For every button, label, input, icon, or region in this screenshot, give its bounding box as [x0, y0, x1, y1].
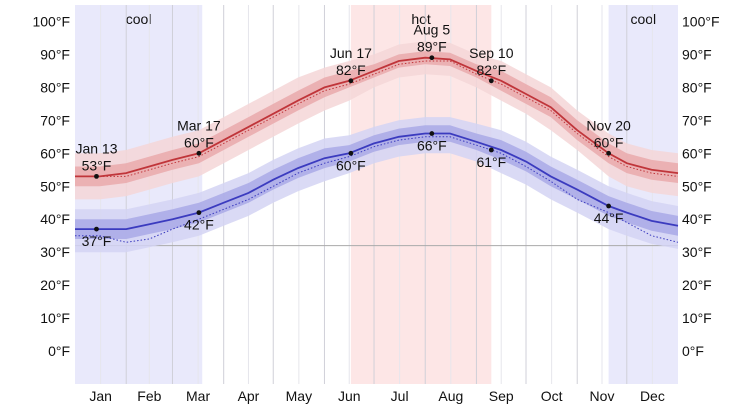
y-tick-label-right: 60°F: [682, 145, 712, 161]
annotation-temp: 37°F: [82, 233, 112, 249]
season-band-label: hot: [411, 11, 431, 27]
high-outer-band: [75, 41, 678, 200]
y-tick-label-left: 40°F: [40, 211, 70, 227]
x-month-label: Feb: [137, 388, 161, 404]
annotation-temp: 42°F: [184, 217, 214, 233]
y-tick-label-left: 100°F: [32, 13, 70, 29]
y-tick-label-right: 100°F: [682, 13, 720, 29]
y-tick-label-left: 80°F: [40, 79, 70, 95]
axes-layer: 0°F 0°F 10°F 10°F 20°F 20°F 30°F 30°F 40°F 40°F 50…: [32, 13, 719, 404]
annotation-date: Sep 10: [469, 45, 514, 61]
y-tick-label-left: 50°F: [40, 178, 70, 194]
x-month-label: Dec: [640, 388, 665, 404]
y-tick-label-left: 10°F: [40, 310, 70, 326]
series-layer: [75, 41, 679, 253]
x-month-label: Nov: [590, 388, 615, 404]
y-tick-label-right: 20°F: [682, 277, 712, 293]
annotation-date: Nov 20: [586, 117, 631, 133]
data-point-marker: [94, 226, 99, 232]
annotation-date: Aug 5: [414, 22, 451, 38]
x-month-label: Jan: [89, 388, 112, 404]
low-outer-band: [75, 117, 678, 253]
high-inner-band: [75, 51, 678, 187]
y-tick-label-right: 50°F: [682, 178, 712, 194]
data-point-marker: [429, 55, 435, 61]
x-month-label: May: [286, 388, 312, 404]
annotation-temp: 60°F: [336, 157, 366, 173]
data-point-marker: [348, 150, 354, 156]
data-point-marker: [348, 78, 354, 84]
annotation-date: Mar 17: [177, 117, 221, 133]
x-month-label: Jul: [391, 388, 409, 404]
annotation-date: Jun 17: [330, 45, 372, 61]
y-tick-label-right: 70°F: [682, 112, 712, 128]
annotation-temp: 44°F: [594, 210, 624, 226]
low-series-line: [75, 132, 679, 230]
x-month-label: Jun: [338, 388, 361, 404]
y-tick-label-left: 30°F: [40, 244, 70, 260]
data-point-marker: [606, 203, 612, 209]
data-point-marker: [606, 150, 612, 156]
y-tick-label-left: 0°F: [48, 343, 70, 359]
y-tick-label-right: 80°F: [682, 79, 712, 95]
y-tick-label-right: 40°F: [682, 211, 712, 227]
season-band-label: cool: [126, 11, 152, 27]
annotation-temp: 89°F: [417, 39, 447, 55]
y-tick-label-right: 30°F: [682, 244, 712, 260]
y-tick-label-right: 0°F: [682, 343, 704, 359]
y-tick-label-left: 60°F: [40, 145, 70, 161]
data-point-marker: [196, 210, 202, 216]
data-point-marker: [429, 131, 435, 136]
x-month-label: Apr: [238, 388, 260, 404]
annotation-temp: 82°F: [336, 62, 366, 78]
data-point-marker: [196, 150, 202, 156]
season-band-label: cool: [630, 11, 656, 27]
y-tick-label-left: 20°F: [40, 277, 70, 293]
y-tick-label-left: 70°F: [40, 112, 70, 128]
annotation-date: Jan 13: [75, 140, 117, 156]
high-series-line: [75, 56, 679, 178]
annotation-temp: 61°F: [476, 154, 506, 170]
y-tick-label-right: 10°F: [682, 310, 712, 326]
x-month-label: Mar: [186, 388, 210, 404]
low-dotted-line: [75, 136, 679, 243]
low-inner-band: [75, 125, 678, 239]
annotation-temp: 82°F: [476, 62, 506, 78]
high-dotted-line: [75, 60, 679, 177]
data-point-marker: [94, 173, 99, 179]
data-point-marker: [488, 147, 494, 153]
annotation-temp: 60°F: [594, 134, 624, 150]
x-month-label: Sep: [489, 388, 514, 404]
annotation-temp: 60°F: [184, 134, 214, 150]
annotation-temp: 53°F: [82, 157, 112, 173]
data-point-marker: [488, 78, 494, 84]
x-month-label: Oct: [541, 388, 563, 404]
y-tick-label-left: 90°F: [40, 46, 70, 62]
x-month-label: Aug: [438, 388, 463, 404]
y-tick-label-right: 90°F: [682, 46, 712, 62]
annotation-temp: 66°F: [417, 138, 447, 154]
